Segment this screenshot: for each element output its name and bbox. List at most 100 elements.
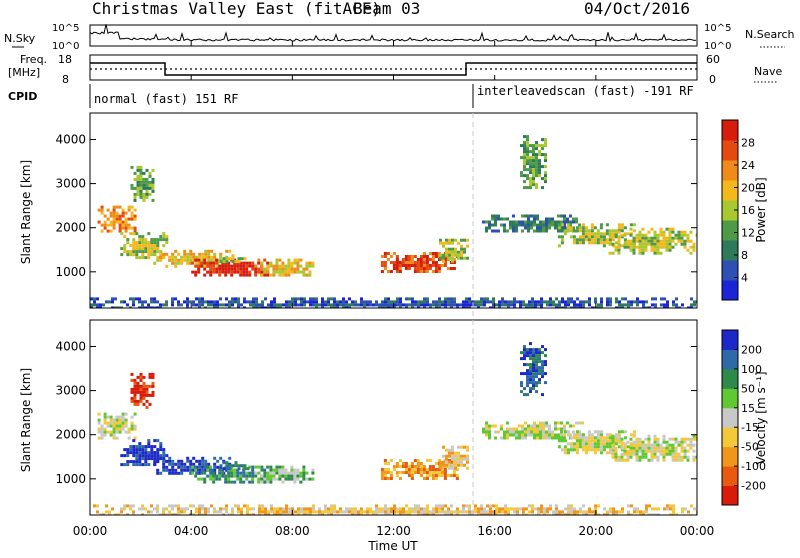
echo-cell-13 <box>585 513 588 515</box>
echo-cell-11 <box>668 242 672 246</box>
echo-cell-13 <box>171 504 174 508</box>
echo-cell-11 <box>632 446 636 450</box>
echo-cell-7 <box>434 474 438 477</box>
echo-cell-13 <box>672 510 675 514</box>
echo-cell-12 <box>544 372 547 376</box>
echo-cell-1 <box>129 448 133 452</box>
echo-cell-9 <box>557 220 560 224</box>
echo-cell-1 <box>141 451 145 455</box>
echo-cell-10 <box>596 448 600 452</box>
echo-cell-4 <box>206 264 210 268</box>
echo-cell-10 <box>566 223 570 227</box>
power-cbar-tick-label: 4 <box>741 272 748 285</box>
echo-cell-9 <box>572 430 575 434</box>
echo-cell-13 <box>387 303 390 307</box>
echo-cell-13 <box>621 507 624 511</box>
echo-cell-11 <box>677 233 681 237</box>
echo-cell-11 <box>653 440 657 444</box>
echo-cell-12 <box>535 171 538 175</box>
echo-cell-11 <box>689 440 693 444</box>
nave-tick-top: 60 <box>706 53 720 66</box>
echo-cell-13 <box>153 507 156 511</box>
echo-cell-7 <box>413 471 417 474</box>
echo-cell-0 <box>121 418 125 422</box>
echo-cell-13 <box>120 300 123 304</box>
velocity-cbar-frame <box>721 329 739 506</box>
echo-cell-7 <box>443 261 447 264</box>
echo-cell-13 <box>615 306 618 308</box>
echo-cell-11 <box>677 440 681 444</box>
echo-cell-13 <box>516 513 519 515</box>
echo-cell-13 <box>576 306 579 308</box>
echo-cell-0 <box>100 433 104 437</box>
echo-cell-13 <box>252 513 255 515</box>
echo-cell-11 <box>635 449 639 453</box>
echo-cell-13 <box>258 507 261 511</box>
echo-cell-4 <box>257 261 261 265</box>
echo-cell-7 <box>386 252 390 255</box>
echo-cell-5 <box>287 471 291 475</box>
echo-cell-9 <box>521 214 524 218</box>
echo-cell-1 <box>138 247 142 251</box>
echo-cell-11 <box>665 449 669 453</box>
echo-cell-13 <box>582 504 585 508</box>
echo-cell-4 <box>218 477 222 481</box>
echo-cell-5 <box>305 471 309 475</box>
echo-cell-4 <box>227 270 231 274</box>
echo-cell-13 <box>489 300 492 304</box>
echo-cell-0 <box>103 226 107 230</box>
echo-cell-11 <box>680 239 684 243</box>
echo-cell-8 <box>463 454 466 458</box>
echo-cell-9 <box>560 229 563 233</box>
echo-cell-8 <box>457 457 460 461</box>
echo-cell-3 <box>153 462 157 466</box>
echo-cell-11 <box>635 236 639 240</box>
echo-cell-7 <box>416 465 420 468</box>
echo-cell-4 <box>194 273 198 277</box>
echo-cell-9 <box>545 226 548 230</box>
echo-cell-13 <box>459 303 462 307</box>
echo-cell-13 <box>312 303 315 307</box>
echo-cell-4 <box>191 261 195 265</box>
echo-cell-1 <box>144 256 148 260</box>
echo-cell-12 <box>538 372 541 376</box>
echo-cell-13 <box>150 297 153 301</box>
echo-cell-11 <box>692 434 696 438</box>
echo-cell-7 <box>419 267 423 270</box>
echo-cell-7 <box>443 471 447 474</box>
echo-cell-13 <box>615 513 618 515</box>
echo-cell-13 <box>288 510 291 514</box>
echo-cell-1 <box>147 439 151 443</box>
echo-cell-13 <box>342 300 345 304</box>
echo-cell-13 <box>330 297 333 301</box>
echo-cell-13 <box>207 303 210 307</box>
echo-cell-13 <box>513 507 516 511</box>
echo-cell-9 <box>566 217 569 221</box>
echo-cell-9 <box>500 217 503 221</box>
echo-cell-11 <box>647 437 651 441</box>
echo-cell-9 <box>494 223 497 227</box>
echo-cell-4 <box>197 258 201 262</box>
echo-cell-12 <box>535 369 538 373</box>
echo-cell-13 <box>513 510 516 514</box>
echo-cell-12 <box>526 159 529 163</box>
echo-cell-13 <box>342 306 345 308</box>
echo-cell-7 <box>380 471 384 474</box>
echo-cell-13 <box>480 297 483 301</box>
echo-cell-13 <box>672 504 675 508</box>
echo-cell-3 <box>168 456 172 460</box>
echo-cell-8 <box>457 445 460 449</box>
echo-cell-3 <box>174 471 178 475</box>
echo-cell-13 <box>315 297 318 301</box>
echo-cell-0 <box>130 421 134 425</box>
echo-cell-7 <box>419 465 423 468</box>
echo-cell-13 <box>213 507 216 511</box>
echo-cell-13 <box>471 513 474 515</box>
echo-cell-13 <box>198 504 201 508</box>
echo-cell-13 <box>231 510 234 514</box>
echo-cell-11 <box>632 452 636 456</box>
echo-cell-12 <box>535 360 538 364</box>
echo-cell-12 <box>526 393 529 397</box>
echo-cell-5 <box>278 267 282 271</box>
echo-cell-12 <box>532 183 535 187</box>
